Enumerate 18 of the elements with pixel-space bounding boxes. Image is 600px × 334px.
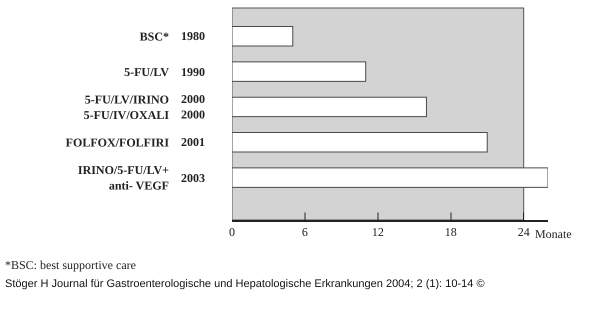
text: 1980 (181, 29, 205, 43)
y-tick-label: FOLFOX/FOLFIRI (66, 135, 170, 150)
y-tick-label: 5-FU/LV/IRINO 5-FU/IV/OXALI (84, 92, 170, 122)
x-tick-label: 12 (372, 225, 384, 240)
x-axis-title: Monate (535, 227, 572, 241)
text: *BSC: best supportive care (5, 258, 136, 272)
y-tick-label: 5-FU/LV (124, 64, 170, 79)
text: 1990 (181, 65, 205, 79)
text: Stöger H Journal für Gastroenterologische und Hepatologische Erkrankungen 2004; 2 (1): 10-14 © (5, 278, 485, 290)
x-tick-label: 0 (229, 225, 235, 240)
text: 2000 2000 (181, 92, 205, 122)
x-tick-label: 6 (302, 225, 308, 240)
text: 2003 (181, 171, 205, 185)
text: 2001 (181, 135, 205, 149)
x-tick-label: 18 (444, 225, 457, 240)
y-tick-label: BSC* (140, 29, 169, 44)
x-tick-label: 24 (518, 225, 530, 240)
y-tick-label: IRINO/5-FU/LV+ anti- VEGF (78, 163, 170, 193)
